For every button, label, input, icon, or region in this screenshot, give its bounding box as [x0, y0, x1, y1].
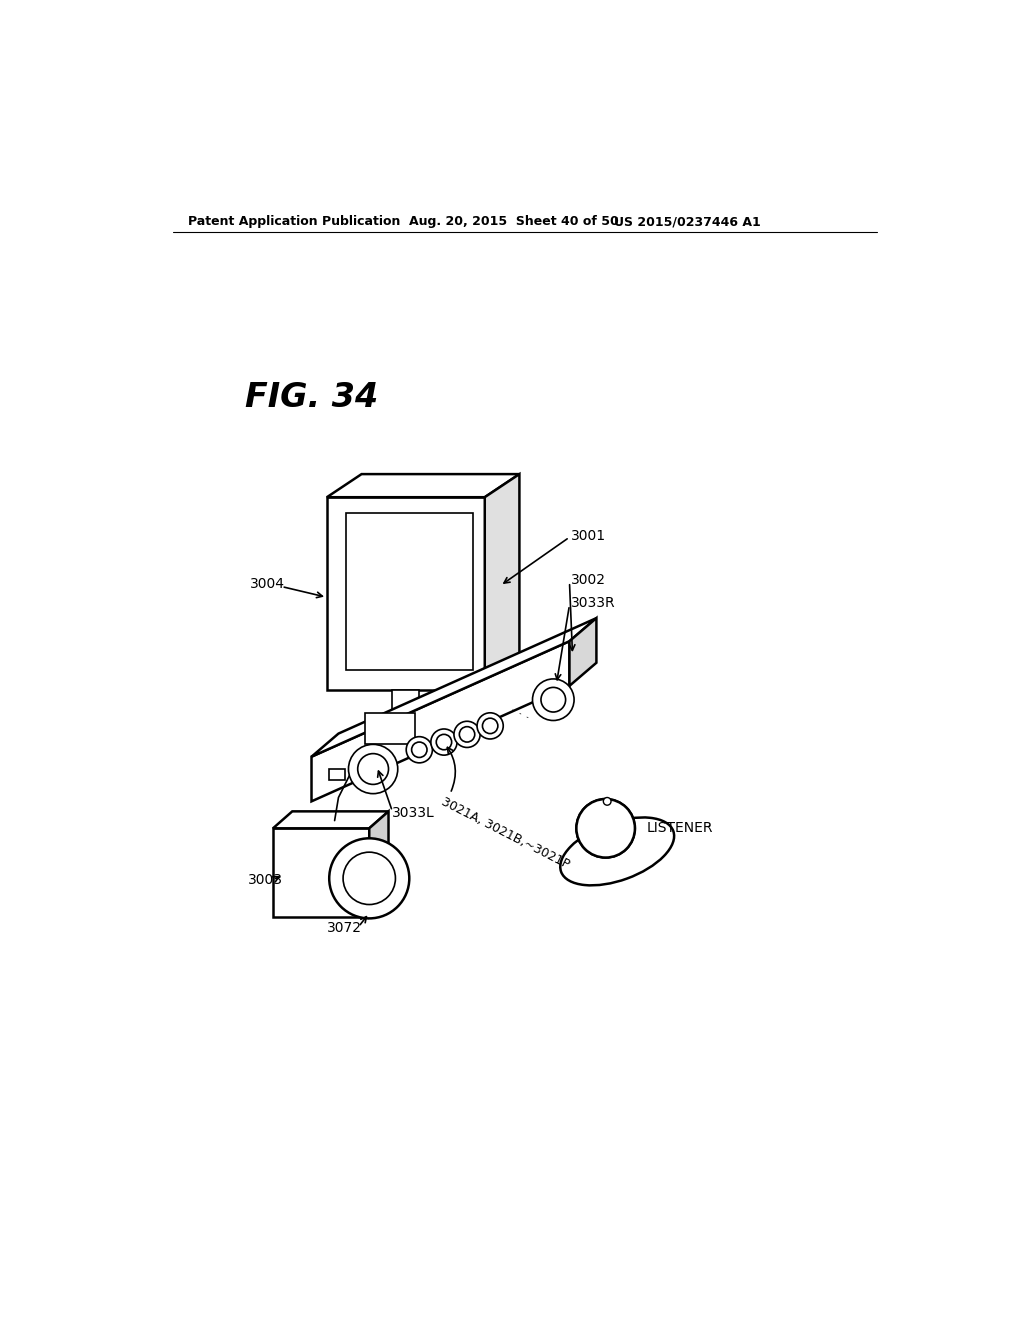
- Text: FIG. 34: FIG. 34: [245, 380, 378, 413]
- Circle shape: [477, 713, 503, 739]
- Text: · · ·: · · ·: [508, 704, 531, 725]
- Text: Aug. 20, 2015  Sheet 40 of 50: Aug. 20, 2015 Sheet 40 of 50: [410, 215, 620, 228]
- Text: 3001: 3001: [571, 529, 606, 543]
- Text: 3004: 3004: [250, 577, 285, 591]
- Polygon shape: [311, 618, 596, 756]
- Polygon shape: [327, 474, 519, 498]
- Circle shape: [577, 799, 635, 858]
- Text: 3033L: 3033L: [392, 807, 435, 820]
- Circle shape: [431, 729, 457, 755]
- Text: 3021A, 3021B,~3021P: 3021A, 3021B,~3021P: [439, 796, 571, 871]
- Circle shape: [541, 688, 565, 711]
- Bar: [330, 770, 345, 780]
- Circle shape: [532, 678, 574, 721]
- Circle shape: [343, 853, 395, 904]
- Text: 3072: 3072: [327, 921, 362, 936]
- Polygon shape: [273, 812, 388, 829]
- Circle shape: [577, 799, 635, 858]
- Circle shape: [330, 838, 410, 919]
- Polygon shape: [569, 618, 596, 686]
- Text: 3033R: 3033R: [571, 597, 615, 610]
- Text: US 2015/0237446 A1: US 2015/0237446 A1: [614, 215, 761, 228]
- Circle shape: [412, 742, 427, 758]
- Circle shape: [357, 754, 388, 784]
- Circle shape: [436, 734, 452, 750]
- Circle shape: [460, 726, 475, 742]
- Circle shape: [407, 737, 432, 763]
- Text: 3002: 3002: [571, 573, 606, 587]
- Polygon shape: [273, 829, 370, 917]
- Circle shape: [603, 797, 611, 805]
- Circle shape: [348, 744, 397, 793]
- Ellipse shape: [560, 817, 674, 886]
- Polygon shape: [392, 689, 419, 713]
- Polygon shape: [311, 642, 569, 801]
- Polygon shape: [366, 713, 416, 743]
- Polygon shape: [484, 474, 519, 689]
- Text: 3003: 3003: [248, 873, 283, 887]
- Polygon shape: [346, 512, 473, 671]
- Text: Patent Application Publication: Patent Application Publication: [188, 215, 400, 228]
- Circle shape: [454, 721, 480, 747]
- Text: LISTENER: LISTENER: [646, 821, 713, 836]
- Circle shape: [482, 718, 498, 734]
- Polygon shape: [327, 498, 484, 689]
- Polygon shape: [370, 812, 388, 917]
